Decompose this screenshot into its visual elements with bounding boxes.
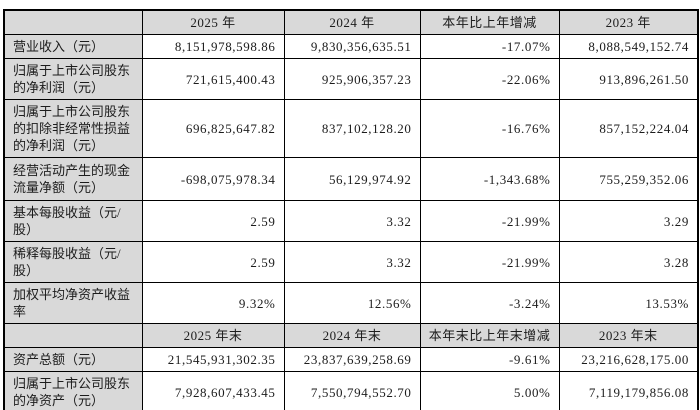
- cell-value: -21.99%: [419, 200, 560, 242]
- cell-value: -21.99%: [419, 241, 560, 283]
- column-header: 2024 年末: [283, 323, 421, 348]
- cell-value: 9.32%: [141, 282, 285, 324]
- column-header: 2025 年: [141, 9, 285, 35]
- column-header: 本年比上年增减: [419, 9, 560, 35]
- row-label: 归属于上市公司股东的扣除非经常性损益的净利润（元）: [3, 99, 143, 158]
- table-row: 营业收入（元） 8,151,978,598.86 9,830,356,635.51-…: [3, 34, 699, 59]
- cell-value: 7,928,607,433.45: [141, 371, 285, 410]
- cell-value: 23,216,628,175.00: [558, 347, 699, 372]
- cell-value: 2.59: [141, 200, 285, 242]
- corner-cell: [3, 323, 143, 348]
- cell-value: 3.32: [283, 241, 421, 283]
- cell-value: 3.29: [558, 200, 699, 242]
- row-label: 基本每股收益（元/股）: [3, 200, 143, 242]
- cell-value: 7,550,794,552.70: [283, 371, 421, 410]
- cell-value: 21,545,931,302.35: [141, 347, 285, 372]
- cell-value: -16.76%: [419, 99, 560, 158]
- cell-value: 913,896,261.50: [558, 58, 699, 100]
- column-header: 2023 年: [558, 9, 699, 35]
- cell-value: 857,152,224.04: [558, 99, 699, 158]
- table-row: 基本每股收益（元/股） 2.59 3.32 -21.99% 3.29: [3, 200, 699, 242]
- corner-cell: [3, 9, 143, 35]
- table-row: 经营活动产生的现金流量净额（元） -698,075,978.34 56,129,97…: [3, 157, 699, 201]
- header-row: 2025 年末 2024 年末 本年末比上年末增减 2023 年末: [3, 323, 699, 348]
- cell-value: 755,259,352.06: [558, 157, 699, 201]
- financial-summary-table: 2025 年 2024 年本年比上年增减 2023 年营业收入（元） 8,151,97…: [3, 9, 699, 410]
- cell-value: -698,075,978.34: [141, 157, 285, 201]
- cell-value: 5.00%: [419, 371, 560, 410]
- cell-value: -17.07%: [419, 34, 560, 59]
- row-label: 归属于上市公司股东的净资产（元）: [3, 371, 143, 410]
- table-row: 归属于上市公司股东的净资产（元） 7,928,607,433.45 7,550,79…: [3, 371, 699, 410]
- cell-value: 721,615,400.43: [141, 58, 285, 100]
- cell-value: 837,102,128.20: [283, 99, 421, 158]
- cell-value: 8,151,978,598.86: [141, 34, 285, 59]
- cell-value: -3.24%: [419, 282, 560, 324]
- table-row: 加权平均净资产收益率 9.32% 12.56% -3.24% 13.53%: [3, 282, 699, 324]
- table-row: 稀释每股收益（元/股） 2.59 3.32 -21.99% 3.28: [3, 241, 699, 283]
- row-label: 加权平均净资产收益率: [3, 282, 143, 324]
- cell-value: 13.53%: [558, 282, 699, 324]
- cell-value: 12.56%: [283, 282, 421, 324]
- column-header: 2023 年末: [558, 323, 699, 348]
- cell-value: 7,119,179,856.08: [558, 371, 699, 410]
- header-row: 2025 年 2024 年本年比上年增减 2023 年: [3, 9, 699, 35]
- row-label: 资产总额（元）: [3, 347, 143, 372]
- cell-value: 925,906,357.23: [283, 58, 421, 100]
- cell-value: -1,343.68%: [419, 157, 560, 201]
- row-label: 营业收入（元）: [3, 34, 143, 59]
- cell-value: 696,825,647.82: [141, 99, 285, 158]
- cell-value: 56,129,974.92: [283, 157, 421, 201]
- cell-value: 8,088,549,152.74: [558, 34, 699, 59]
- column-header: 2024 年: [283, 9, 421, 35]
- cell-value: -9.61%: [419, 347, 560, 372]
- cell-value: 3.32: [283, 200, 421, 242]
- cell-value: 9,830,356,635.51: [283, 34, 421, 59]
- row-label: 经营活动产生的现金流量净额（元）: [3, 157, 143, 201]
- table-row: 归属于上市公司股东的净利润（元） 721,615,400.43 925,906,35…: [3, 58, 699, 100]
- cell-value: 2.59: [141, 241, 285, 283]
- cell-value: 3.28: [558, 241, 699, 283]
- cell-value: 23,837,639,258.69: [283, 347, 421, 372]
- column-header: 本年末比上年末增减: [419, 323, 560, 348]
- cell-value: -22.06%: [419, 58, 560, 100]
- row-label: 归属于上市公司股东的净利润（元）: [3, 58, 143, 100]
- table-row: 归属于上市公司股东的扣除非经常性损益的净利润（元） 696,825,647.82 8…: [3, 99, 699, 158]
- column-header: 2025 年末: [141, 323, 285, 348]
- row-label: 稀释每股收益（元/股）: [3, 241, 143, 283]
- table-row: 资产总额（元） 21,545,931,302.35 23,837,639,258.6…: [3, 347, 699, 372]
